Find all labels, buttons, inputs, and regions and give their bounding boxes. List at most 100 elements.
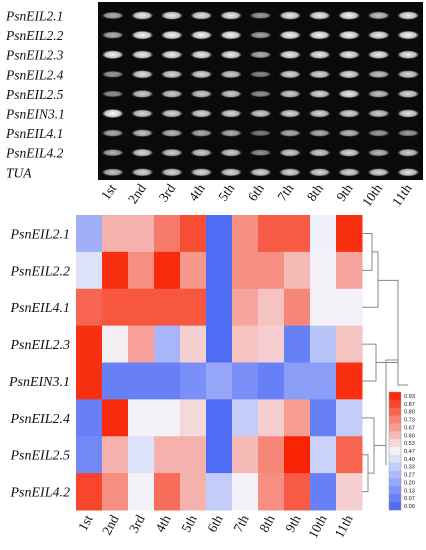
heatmap-cell: [128, 399, 155, 437]
gel-band: [397, 109, 420, 118]
gel-band: [397, 168, 420, 177]
heatmap-cell: [258, 251, 285, 290]
gel-band: [397, 11, 420, 20]
gel-band: [367, 168, 390, 177]
gel-band: [278, 11, 302, 20]
legend-tick-label: 0.67: [404, 425, 415, 431]
heatmap-cell: [336, 288, 363, 327]
legend-swatch: [389, 415, 401, 424]
gel-band: [160, 70, 184, 79]
heatmap-cell: [284, 215, 311, 253]
gel-band: [337, 148, 361, 157]
gel-band: [131, 109, 154, 118]
gel-band: [101, 90, 124, 98]
heatmap-col-label-3rd: 3rd: [126, 512, 148, 535]
gel-band: [308, 89, 331, 99]
heatmap-cell: [258, 362, 285, 400]
gel-band: [278, 109, 302, 118]
heatmap-cell: [336, 473, 363, 511]
gel-band: [219, 109, 243, 118]
gel-band: [131, 168, 154, 177]
gel-lane-label-10th: 10th: [359, 181, 385, 209]
heatmap-cell: [76, 399, 103, 437]
gel-band: [367, 89, 390, 98]
gel-band: [397, 89, 420, 99]
gel-band: [278, 129, 302, 137]
gel-band: [219, 168, 243, 177]
gel-lane-label-6th: 6th: [245, 181, 267, 204]
heatmap-cell: [206, 215, 233, 253]
heatmap-cell: [76, 436, 103, 474]
expression-heatmap-panel: PsnEIL2.1 PsnEIL2.2 PsnEIL4.1 PsnEIL2.3 PsnE…: [8, 215, 415, 541]
heatmap-cell: [232, 436, 259, 474]
legend-swatch: [389, 407, 401, 416]
heatmap-cell: [310, 362, 337, 400]
gel-band: [337, 168, 361, 177]
heatmap-cell: [154, 251, 181, 290]
heatmap-cell: [102, 436, 129, 474]
heatmap-cell: [76, 362, 103, 400]
gel-band: [160, 89, 184, 98]
gel-lane-label-4th: 4th: [186, 181, 208, 204]
heatmap-cell: [154, 325, 181, 363]
gel-band: [249, 149, 272, 157]
heatmap-cell: [180, 362, 207, 400]
gel-band: [308, 129, 331, 137]
gel-lane-label-11th: 11th: [389, 181, 415, 209]
gel-band: [308, 168, 331, 177]
gel-band: [249, 168, 272, 177]
heatmap-cell: [102, 288, 129, 327]
gel-band: [101, 50, 124, 60]
gel-band: [308, 30, 331, 40]
heatmap-cell: [154, 215, 181, 253]
heatmap-cell: [102, 325, 129, 363]
heatmap-cell: [180, 325, 207, 363]
gel-band: [190, 168, 213, 177]
gel-band: [249, 31, 272, 39]
legend-swatch: [389, 478, 401, 487]
heatmap-row-label-psneil2-5: PsnEIL2.5: [10, 449, 71, 464]
legend-tick-label: 0.87: [404, 402, 415, 408]
gel-band: [190, 89, 213, 98]
heatmap-cell: [310, 473, 337, 511]
heatmap-cell: [128, 325, 155, 363]
heatmap-cell: [180, 215, 207, 253]
heatmap-cell: [232, 399, 259, 437]
gel-lane-label-8th: 8th: [304, 181, 326, 204]
heatmap-cell: [128, 362, 155, 400]
heatmap-cell: [336, 436, 363, 474]
gel-band: [367, 11, 390, 20]
heatmap-cell: [310, 251, 337, 290]
legend-swatch: [389, 454, 401, 464]
heatmap-cell: [102, 251, 129, 290]
heatmap-cell: [336, 251, 363, 290]
heatmap-row-label-psneil4-2: PsnEIL4.2: [10, 486, 71, 501]
heatmap-cell: [258, 473, 285, 511]
heatmap-cell: [284, 436, 311, 474]
gel-row-label-psneil2-1: PsnEIL2.1: [5, 9, 63, 24]
gel-band: [131, 11, 154, 20]
heatmap-cell: [128, 288, 155, 327]
heatmap-cell: [102, 399, 129, 437]
gel-band: [249, 129, 272, 137]
gel-band: [131, 148, 154, 157]
legend-frame: [388, 391, 402, 511]
heatmap-cell: [336, 399, 363, 437]
gel-band: [190, 70, 213, 79]
gel-band: [190, 129, 213, 137]
gel-band: [249, 90, 272, 98]
heatmap-cell: [310, 399, 337, 437]
gel-band: [131, 30, 154, 40]
heatmap-cell: [206, 251, 233, 290]
heatmap-cell: [76, 251, 103, 290]
heatmap-cell: [258, 436, 285, 474]
gel-band: [249, 109, 272, 118]
gel-band: [131, 50, 154, 60]
gel-band: [278, 89, 302, 98]
gel-band: [101, 70, 124, 78]
gel-band: [219, 89, 243, 98]
legend-tick-label: 0.33: [404, 465, 415, 471]
heatmap-cell: [232, 473, 259, 511]
heatmap-cell: [310, 325, 337, 363]
gel-band: [308, 70, 331, 79]
